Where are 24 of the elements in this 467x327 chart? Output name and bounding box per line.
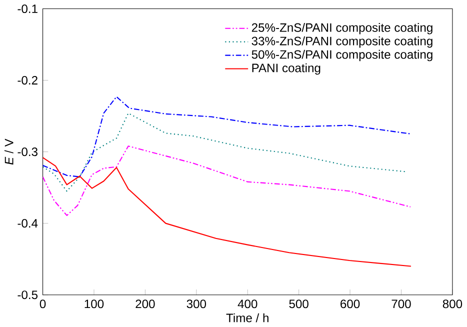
- x-tick-label: 700: [392, 300, 411, 308]
- line-series: [42, 112, 408, 192]
- x-tick-label: 500: [289, 300, 308, 308]
- x-tick-label: 300: [186, 300, 206, 308]
- x-axis-title: Time / h: [226, 313, 268, 322]
- line-series: [42, 96, 412, 178]
- legend-label: 33%-ZnS/PANI composite coating: [252, 36, 432, 48]
- y-tick-label: -0.2: [18, 76, 38, 85]
- legend-label: PANI coating: [252, 64, 320, 75]
- legend-label: 25%-ZnS/PANI composite coating: [252, 23, 432, 34]
- x-tick-label: 400: [238, 300, 258, 308]
- y-tick-label: -0.1: [18, 4, 38, 14]
- y-tick-label: -0.4: [18, 219, 38, 228]
- y-tick-label: -0.3: [18, 148, 38, 156]
- x-tick-label: 200: [136, 300, 155, 308]
- x-tick-label: 0: [40, 300, 46, 308]
- x-tick-label: 600: [340, 300, 360, 308]
- legend-label: 50%-ZnS/PANI composite coating: [252, 50, 432, 62]
- line-series: [42, 146, 411, 216]
- y-axis-title: E / V: [4, 138, 14, 165]
- y-tick-label: -0.5: [18, 290, 38, 300]
- x-tick-label: 100: [84, 300, 104, 308]
- x-tick-label: 800: [442, 300, 462, 308]
- line-series: [42, 157, 412, 267]
